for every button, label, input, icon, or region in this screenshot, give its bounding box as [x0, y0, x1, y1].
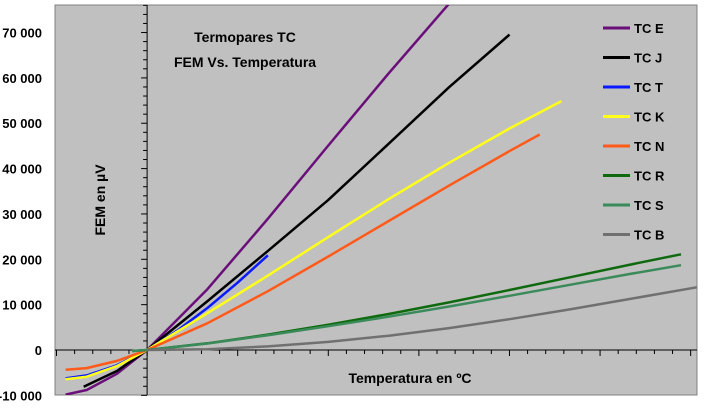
chart-title-line1: Termopares TC: [194, 29, 296, 45]
x-axis-label: Temperatura en ºC: [348, 370, 471, 386]
plot-area: [54, 4, 698, 396]
y-tick-label: 20 000: [2, 252, 42, 267]
y-tick-label: 50 000: [2, 116, 42, 131]
y-tick-label: 30 000: [2, 207, 42, 222]
legend-label: TC B: [634, 228, 664, 243]
y-tick-label: 0: [35, 343, 42, 358]
legend-label: TC N: [634, 139, 664, 154]
legend-label: TC R: [634, 169, 665, 184]
y-tick-label: 60 000: [2, 71, 42, 86]
chart-title-line2: FEM Vs. Temperatura: [174, 54, 316, 70]
legend-label: TC K: [634, 110, 665, 125]
legend-label: TC E: [634, 21, 664, 36]
series-line-tc-j: [83, 33, 511, 388]
y-tick-label: 70 000: [2, 26, 42, 41]
legend-label: TC J: [634, 51, 662, 66]
series-line-tc-b: [147, 286, 697, 352]
y-tick-label: 40 000: [2, 162, 42, 177]
series-line-tc-n: [65, 133, 541, 371]
series-line-tc-e: [65, 5, 450, 395]
series-line-tc-s: [131, 263, 682, 353]
y-tick-label: 10 000: [2, 298, 42, 313]
y-tick-label: -10 000: [0, 388, 42, 403]
legend-label: TC T: [634, 80, 663, 95]
y-axis-label: FEM en µV: [92, 164, 108, 236]
legend: TC E TC J TC T TC K TC N TC R TC S TC B: [603, 21, 665, 243]
series-line-tc-k: [65, 99, 562, 381]
legend-label: TC S: [634, 198, 664, 213]
